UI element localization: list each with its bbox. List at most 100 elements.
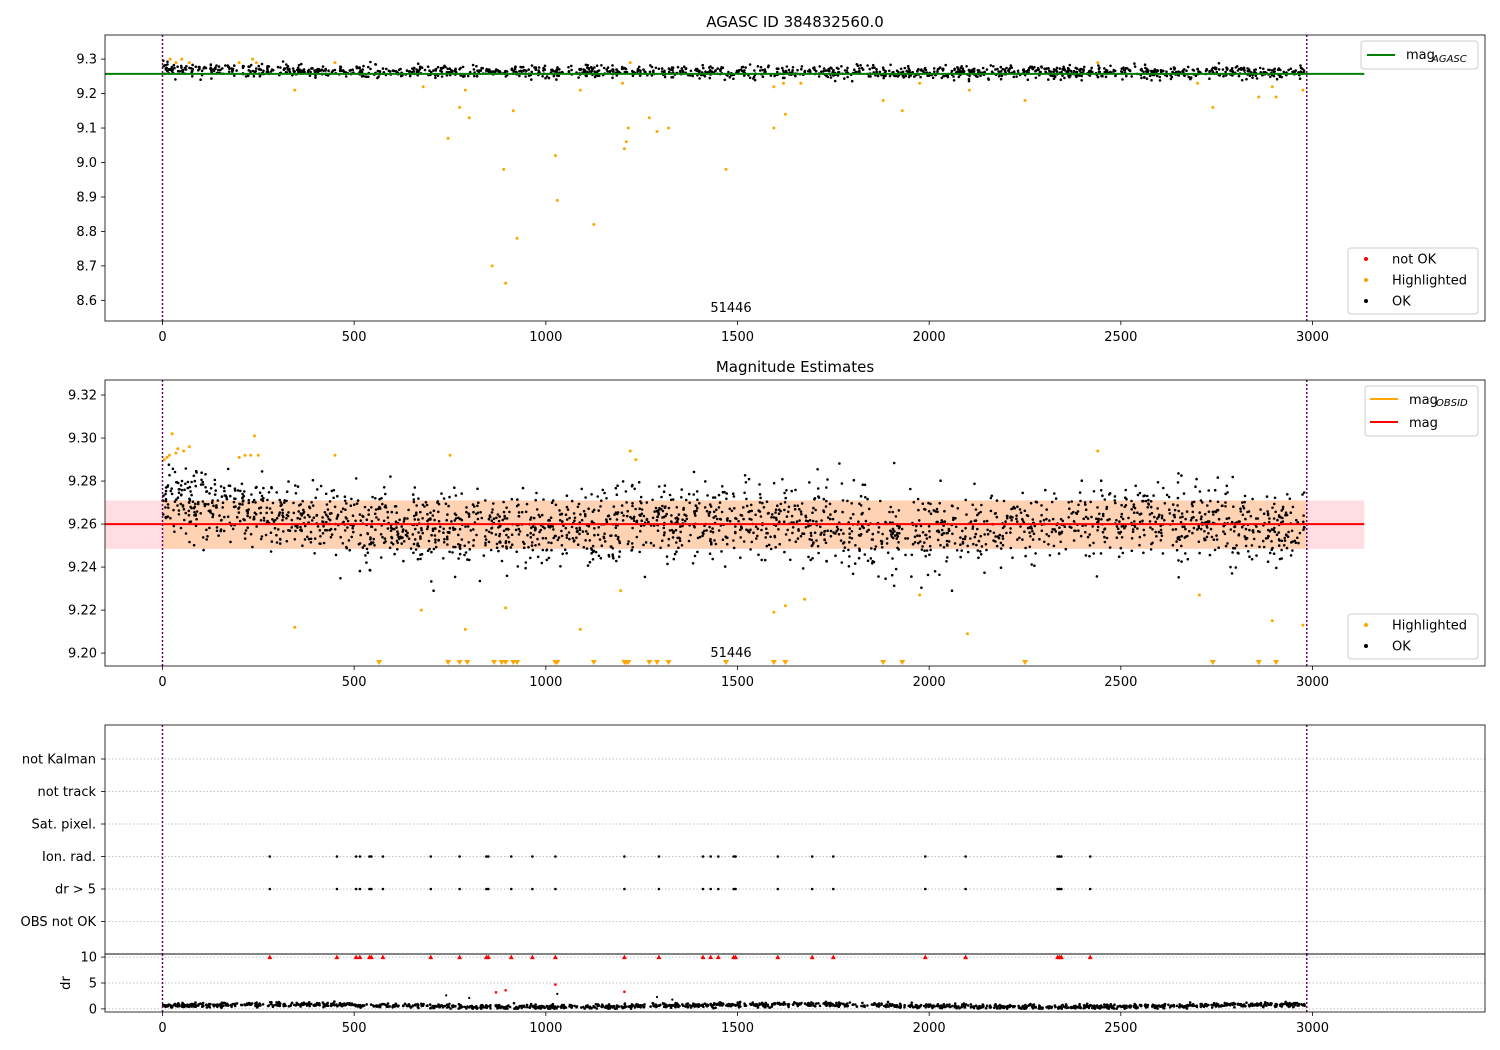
ok-point [1136,527,1139,530]
ok-point [413,527,417,531]
ok-point [769,74,773,77]
dr-ok-point [815,1002,818,1005]
ok-point [819,525,822,529]
ok-point [1005,66,1008,70]
ok-point [1196,528,1199,531]
ok-point [1180,560,1183,563]
ok-point [1146,494,1149,498]
ok-point [973,67,976,71]
ok-point [1288,497,1292,501]
ok-point [260,62,264,66]
ok-point [333,505,337,509]
ok-point [1250,544,1254,547]
ok-point [703,529,706,533]
flag-point [732,887,735,891]
ok-point [1224,492,1227,496]
ok-point [663,531,666,534]
ok-point [905,69,908,73]
dr-ok-point [239,1003,243,1007]
ok-point [591,510,595,513]
ok-point [870,562,874,565]
ok-point [1035,501,1039,504]
ok-point [521,486,525,490]
ok-point [758,493,762,496]
ok-point [187,513,191,517]
ok-point [611,68,615,71]
ok-point [1029,501,1033,505]
ok-point [1171,528,1175,531]
ok-point [854,544,857,547]
x-tick-label: 1000 [529,330,562,345]
ok-point [552,536,555,540]
ok-point [453,575,457,579]
ok-point [913,75,916,78]
ok-point [1248,528,1251,532]
ok-point [1255,554,1258,557]
ok-point [915,524,918,528]
ok-point [330,533,334,536]
ok-point [350,497,353,501]
ok-point [1235,544,1238,547]
ok-point [986,528,989,532]
highlighted-point [772,126,776,130]
ok-point [215,64,218,67]
ok-point [530,544,534,547]
ok-point [538,515,542,519]
ok-point [1171,543,1175,547]
ok-point [656,529,660,532]
ok-point [176,496,180,500]
ok-point [472,510,475,514]
ok-point [566,508,570,511]
ok-point [956,66,959,69]
ok-point [251,69,255,73]
ok-point [1024,554,1027,558]
ok-point [608,517,612,521]
ok-point [623,66,626,70]
ok-point [442,541,446,544]
ok-point [839,528,843,532]
ok-point [680,544,684,547]
ok-point [701,63,704,67]
ok-point [656,515,659,519]
dr-ok-point [194,1001,197,1004]
ok-point [348,548,352,552]
ok-point [675,550,678,553]
ok-point [794,540,798,543]
dr-ok-point [1280,1005,1283,1008]
ok-point [1268,551,1272,555]
ok-point [1289,554,1293,557]
ok-point [677,513,681,516]
ok-point [782,520,786,523]
ok-point [184,68,188,71]
ok-point [1103,498,1107,501]
ok-point [527,68,530,71]
ok-point [682,506,685,510]
ok-point [659,546,662,550]
ok-point [871,532,875,536]
ok-point [703,75,707,78]
ok-point [1299,70,1303,73]
ok-point [1054,68,1058,72]
ok-point [423,68,427,72]
flag-point [732,855,735,858]
ok-point [1280,557,1283,560]
below-range-marker [1209,660,1216,665]
ok-point [1156,517,1159,520]
ok-point [976,75,979,79]
ok-point [1055,66,1059,70]
dr-ok-point [506,1007,509,1010]
ok-point [437,502,441,506]
ok-point [680,496,683,499]
ok-point [869,75,872,78]
ok-point [1106,518,1109,522]
ok-point [652,544,656,547]
dr-ok-point [1103,1006,1106,1009]
ok-point [177,491,181,495]
ok-point [834,509,837,513]
ok-point [215,529,219,533]
ok-point [446,531,450,534]
ok-point [516,565,520,568]
ok-point [900,527,904,531]
ok-point [286,65,290,68]
ok-point [615,68,618,71]
